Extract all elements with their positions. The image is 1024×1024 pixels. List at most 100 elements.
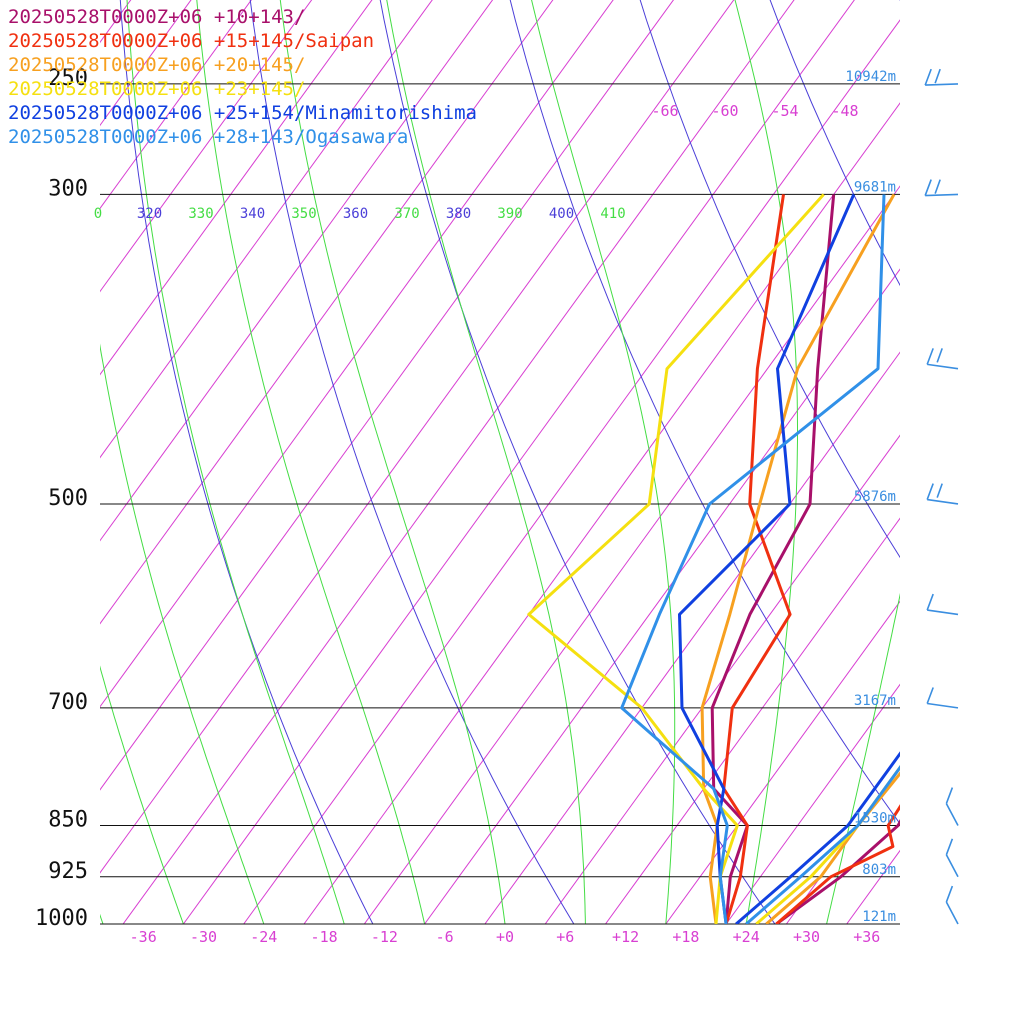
isotherm-line [100,0,735,874]
wind-barb [926,348,959,370]
theta-label: 350 [291,206,316,222]
dry-adiabat-lines [119,0,1024,954]
isotherm-line [665,600,900,924]
wind-barb [924,179,959,197]
isotherm-line [484,351,900,924]
legend-entry: 20250528T0000Z+06 +25+154/Minamitorishim… [8,102,477,124]
pressure-label: 250 [48,66,88,91]
pressure-label: 925 [48,859,88,884]
x-tick-label: -30 [190,928,217,946]
dry-adiabat-line [976,0,1024,954]
upper-temp-label: -48 [831,102,858,120]
x-tick-label: +18 [672,928,699,946]
dry-adiabat-line [249,0,575,924]
dry-adiabat-line [119,0,374,924]
dry-adiabat-line [886,0,1024,954]
legend-entry: 20250528T0000Z+06 +23+145/ [8,78,305,100]
isotherm-line [303,102,900,924]
isotherm-line [544,434,900,924]
dry-adiabat-line [639,0,900,559]
x-tick-label: +0 [496,928,514,946]
upper-temp-label: -60 [711,102,738,120]
legend-entry: 20250528T0000Z+06 +15+145/Saipan [8,30,374,52]
wind-barbs [924,68,959,925]
series-line [527,193,825,924]
isotherm-line [100,0,675,791]
x-tick-label: +6 [556,928,574,946]
isotherm-line [182,0,855,924]
isotherm-line [243,19,900,924]
theta-label: 370 [394,206,419,222]
upper-temp-label: -54 [771,102,798,120]
dry-adiabat-line [509,0,900,825]
legend-entry: 20250528T0000Z+06 +10+143/ [8,6,305,28]
isotherm-line [100,0,494,542]
x-tick-label: +30 [793,928,820,946]
height-label: 121m [862,909,896,925]
moist-adiabat-line [734,0,798,924]
series-line [745,764,900,924]
isotherm-line [363,185,900,924]
isotherm-line [122,0,795,924]
isotherm-line [785,766,900,924]
wind-barb [926,483,959,505]
theta-label: 0 [94,206,102,222]
wind-barb [924,68,959,86]
wind-barb [945,885,959,925]
moist-adiabat-line [826,592,900,924]
dry-adiabat-line [769,0,900,287]
height-label: 3167m [854,693,896,709]
height-label: 803m [862,862,896,878]
x-tick-label: +24 [733,928,760,946]
theta-label: 360 [343,206,368,222]
series-line [678,193,856,924]
pressure-label: 1000 [35,906,88,931]
isotherm-line [605,517,900,924]
theta-label: 340 [240,206,265,222]
pressure-label: 700 [48,690,88,715]
x-tick-label: -6 [436,928,454,946]
theta-label: 400 [549,206,574,222]
theta-label: 330 [188,206,213,222]
isotherm-line [967,0,1024,924]
height-label: 5876m [854,489,896,505]
wind-barb [945,838,959,878]
isotherm-lines [100,0,1024,924]
legend-entry: 20250528T0000Z+06 +20+145/ [8,54,305,76]
theta-label: 390 [497,206,522,222]
pressure-label: 300 [48,176,88,201]
isotherm-line [100,0,614,708]
pressure-label: 850 [48,808,88,833]
theta-label: 320 [137,206,162,222]
series-line [735,751,900,924]
wind-barb [945,787,959,826]
series-line [775,804,900,924]
x-tick-label: -36 [130,928,157,946]
series-line [620,194,886,924]
x-tick-label: +12 [612,928,639,946]
x-tick-label: -24 [250,928,277,946]
x-tick-label: -12 [371,928,398,946]
isotherm-line [907,0,1024,924]
theta-label: 410 [600,206,625,222]
wind-barb [926,687,959,709]
height-label: 9681m [854,179,896,195]
moist-adiabat-line [907,0,1024,924]
isotherm-line [424,268,900,924]
height-label: 10942m [845,69,896,85]
pressure-label: 500 [48,486,88,511]
x-tick-label: -18 [311,928,338,946]
series-line [700,193,896,924]
series-line [710,194,836,924]
series-line [722,194,792,924]
legend: 20250528T0000Z+06 +10+143/20250528T0000Z… [8,6,477,148]
upper-temp-label: -66 [651,102,678,120]
height-label: 1530m [854,811,896,827]
x-tick-label: +36 [853,928,880,946]
wind-barb [926,593,959,616]
series-line [765,771,900,924]
axis-labels: 10016581m15014184m20012410m25010942m3009… [35,66,896,946]
theta-label: 380 [446,206,471,222]
sounding-series [527,193,900,924]
